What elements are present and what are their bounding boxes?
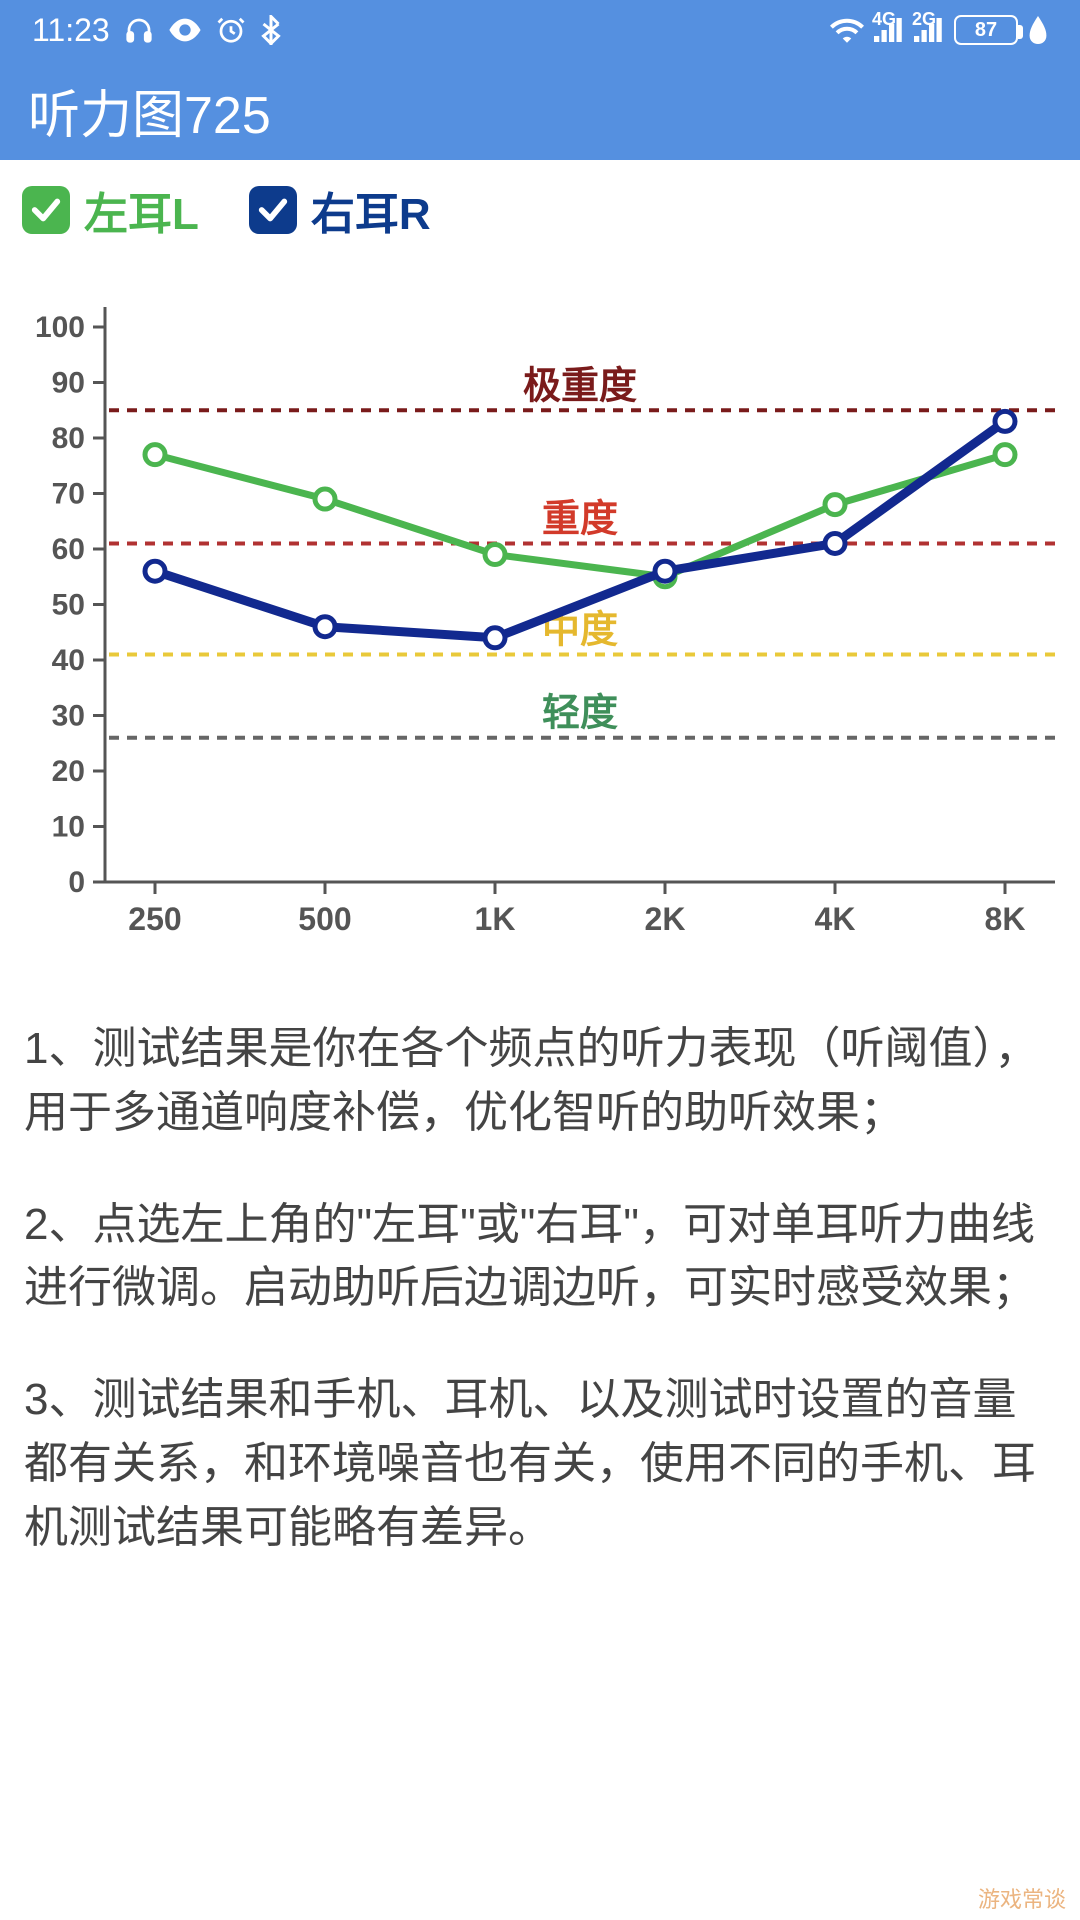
desc-p3: 3、测试结果和手机、耳机、以及测试时设置的音量都有关系，和环境噪音也有关，使用不… xyxy=(24,1368,1056,1559)
svg-text:1K: 1K xyxy=(475,901,516,937)
svg-text:70: 70 xyxy=(52,478,85,511)
legend-left-ear[interactable]: 左耳L xyxy=(22,178,199,242)
svg-text:90: 90 xyxy=(52,367,85,400)
alarm-icon xyxy=(216,15,246,45)
svg-text:80: 80 xyxy=(52,422,85,455)
svg-text:20: 20 xyxy=(52,755,85,788)
headphones-icon xyxy=(124,15,154,45)
svg-text:2K: 2K xyxy=(645,901,686,937)
bluetooth-icon xyxy=(260,15,282,45)
desc-p1: 1、测试结果是你在各个频点的听力表现（听阈值），用于多通道响度补偿，优化智听的助… xyxy=(24,1017,1056,1145)
svg-text:轻度: 轻度 xyxy=(542,693,618,735)
signal-2g-icon: 2G xyxy=(914,17,944,43)
eye-icon xyxy=(168,15,202,45)
legend-right-label: 右耳R xyxy=(311,178,431,242)
svg-text:250: 250 xyxy=(128,901,181,937)
description: 1、测试结果是你在各个频点的听力表现（听阈值），用于多通道响度补偿，优化智听的助… xyxy=(0,967,1080,1560)
checkbox-left-ear[interactable] xyxy=(22,186,70,234)
chart-container: 0 10 20 30 40 50 60 70 80 90 100 250 500 1K 2K 4K 8K 极重度重… xyxy=(0,252,1080,967)
svg-text:0: 0 xyxy=(68,866,85,899)
status-left: 11:23 xyxy=(32,12,282,49)
svg-text:40: 40 xyxy=(52,644,85,677)
legend-row: 左耳L 右耳R xyxy=(0,160,1080,252)
svg-text:8K: 8K xyxy=(985,901,1026,937)
legend-right-ear[interactable]: 右耳R xyxy=(249,178,431,242)
svg-text:4K: 4K xyxy=(815,901,856,937)
svg-text:100: 100 xyxy=(35,311,85,344)
audiogram-chart[interactable]: 0 10 20 30 40 50 60 70 80 90 100 250 500 1K 2K 4K 8K 极重度重… xyxy=(10,262,1070,967)
svg-text:30: 30 xyxy=(52,700,85,733)
svg-text:10: 10 xyxy=(52,811,85,844)
signal-4g-icon: 4G xyxy=(874,17,904,43)
svg-text:60: 60 xyxy=(52,533,85,566)
watermark: 游戏常谈 xyxy=(978,1882,1066,1914)
leaf-icon xyxy=(1028,16,1048,44)
svg-text:500: 500 xyxy=(298,901,351,937)
legend-left-label: 左耳L xyxy=(84,178,199,242)
status-right: 4G 2G 87 xyxy=(830,15,1048,45)
svg-text:极重度: 极重度 xyxy=(523,365,637,407)
desc-p2: 2、点选左上角的"左耳"或"右耳"，可对单耳听力曲线进行微调。启动助听后边调边听… xyxy=(24,1193,1056,1321)
checkbox-right-ear[interactable] xyxy=(249,186,297,234)
battery-icon: 87 xyxy=(954,15,1018,45)
svg-text:重度: 重度 xyxy=(542,498,618,540)
svg-text:50: 50 xyxy=(52,589,85,622)
app-bar: 听力图725 xyxy=(0,60,1080,160)
page-title: 听力图725 xyxy=(28,73,271,148)
status-time: 11:23 xyxy=(32,12,110,49)
wifi-icon xyxy=(830,17,864,43)
status-bar: 11:23 4G 2G 87 xyxy=(0,0,1080,60)
battery-pct: 87 xyxy=(975,19,997,42)
